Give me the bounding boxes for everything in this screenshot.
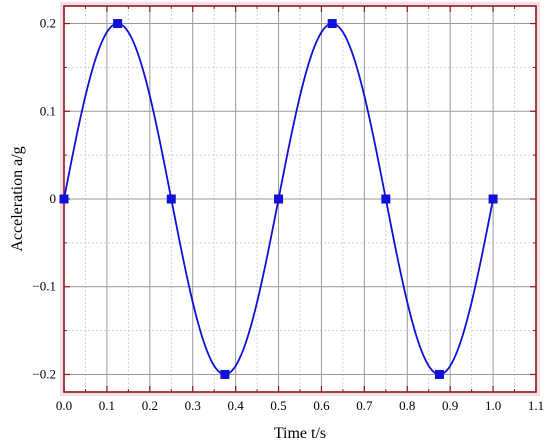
axis-ticks [63,6,537,392]
data-point [434,369,444,379]
x-tick-label: 0.3 [185,398,201,413]
y-tick-label: 0.2 [40,16,56,31]
y-tick-label: 0 [50,191,57,206]
x-tick-label: 0.1 [99,398,115,413]
x-tick-label: 0.2 [142,398,158,413]
x-tick-label: 0.7 [356,398,373,413]
x-tick-label: 0.6 [313,398,330,413]
data-point [274,194,284,204]
x-tick-label: 0.9 [442,398,458,413]
x-tick-label: 0.0 [56,398,72,413]
x-axis-title: Time t/s [274,425,326,442]
data-point [59,194,69,204]
data-point [381,194,391,204]
x-tick-label: 1.0 [485,398,501,413]
data-point [327,19,337,29]
x-tick-label: 1.1 [528,398,544,413]
x-tick-label: 0.5 [270,398,286,413]
data-point [113,19,123,29]
x-tick-labels: 0.0 0.1 0.2 0.3 0.4 0.5 0.6 0.7 0.8 0.9 1.0 1.1 [56,398,544,413]
y-tick-labels: −0.2 −0.1 0 0.1 0.2 [32,16,56,382]
x-tick-label: 0.4 [228,398,245,413]
y-tick-label: 0.1 [40,103,56,118]
data-point [220,369,230,379]
y-tick-label: −0.1 [32,279,56,294]
x-tick-label: 0.8 [399,398,415,413]
data-point [488,194,498,204]
data-markers [59,19,498,379]
data-point [166,194,176,204]
y-axis-title: Acceleration a/g [9,146,26,251]
y-tick-label: −0.2 [32,366,56,381]
